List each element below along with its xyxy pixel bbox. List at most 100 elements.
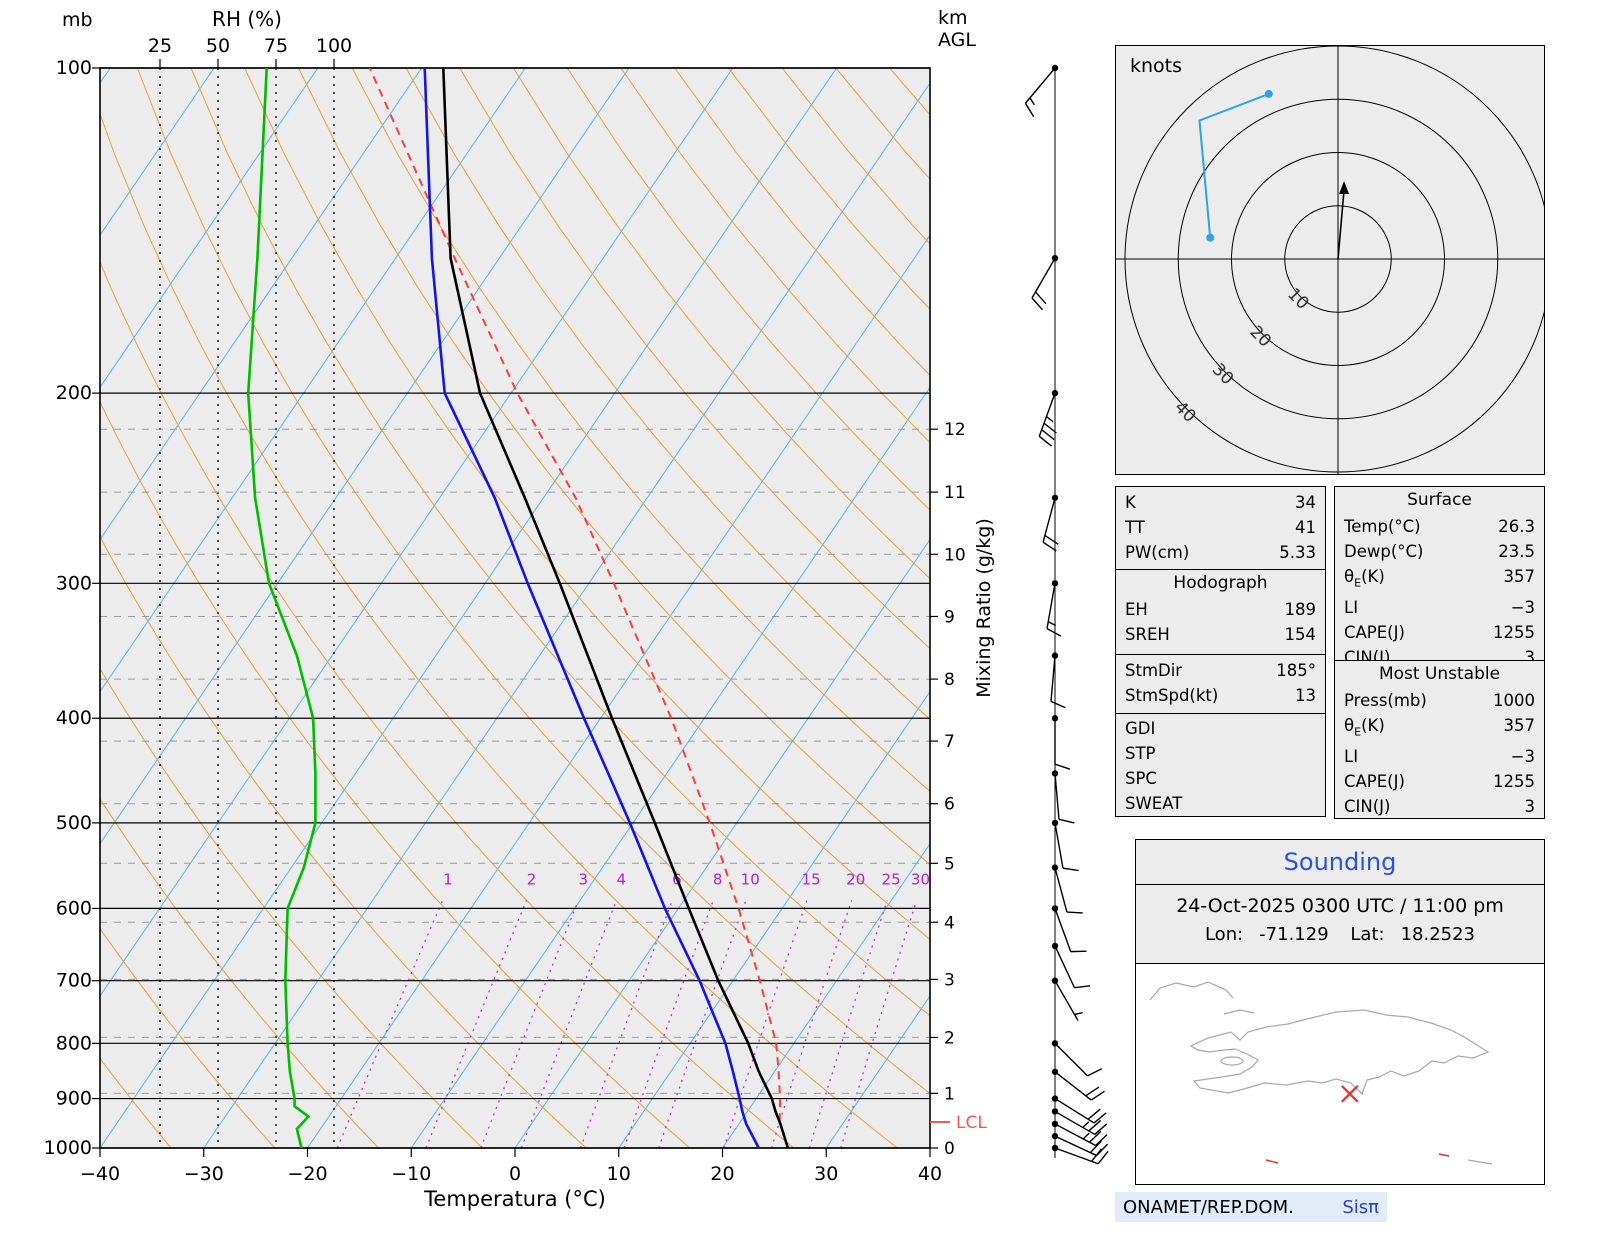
svg-text:km: km — [938, 7, 968, 29]
hodograph-unit-label: knots — [1130, 55, 1182, 77]
svg-text:3: 3 — [578, 870, 588, 888]
hodograph-endpoint-dot — [1206, 233, 1215, 242]
relative_humidity-trace — [246, 68, 317, 1148]
lat-value: 18.2523 — [1400, 924, 1476, 945]
svg-text:20: 20 — [710, 1163, 734, 1185]
svg-text:30: 30 — [814, 1163, 838, 1185]
system-label: Sisπ — [1342, 1196, 1379, 1218]
stat-row: StmSpd(kt) 13 — [1125, 686, 1316, 705]
svg-text:30: 30 — [1208, 360, 1237, 389]
stat-row: SREH 154 — [1125, 625, 1316, 644]
wind-barb-column — [1024, 64, 1109, 1165]
surface-box: Surface Temp(°C) 26.3 Dewp(°C) 23.5 θE(K) 357… — [1334, 486, 1545, 661]
svg-text:LCL: LCL — [956, 1113, 987, 1133]
stat-row: EH 189 — [1125, 600, 1316, 619]
svg-text:200: 200 — [56, 382, 92, 404]
svg-text:5: 5 — [944, 854, 955, 874]
stat-row: K 34 — [1125, 493, 1316, 512]
lat-label: Lat: — [1350, 924, 1385, 945]
storm-motion-arrowhead — [1339, 181, 1350, 195]
plot-background — [100, 68, 930, 1148]
hodograph-ring-labels: 10 20 30 40 — [1170, 284, 1312, 426]
stat-row: SWEAT — [1125, 794, 1183, 813]
svg-text:20: 20 — [846, 870, 865, 888]
svg-text:0: 0 — [944, 1139, 955, 1159]
parcel-trace — [368, 68, 789, 1148]
svg-text:40: 40 — [1170, 397, 1199, 426]
agency-label: ONAMET/REP.DOM. — [1123, 1196, 1294, 1218]
stat-row: LI −3 — [1344, 747, 1535, 767]
svg-text:15: 15 — [802, 870, 821, 888]
tortuga-island — [1223, 1009, 1255, 1015]
svg-text:10: 10 — [1283, 284, 1312, 313]
stats-column-left: K 34 TT 41 PW(cm) 5.33 Hodograph EH 189 SREH 154… — [1115, 486, 1326, 817]
svg-text:4: 4 — [617, 870, 627, 888]
stats-panels: K 34 TT 41 PW(cm) 5.33 Hodograph EH 189 SREH 154… — [1115, 486, 1545, 819]
svg-text:mb: mb — [62, 9, 93, 31]
svg-text:1000: 1000 — [44, 1137, 92, 1159]
sounding-datetime: 24-Oct-2025 0300 UTC / 11:00 pm — [1176, 895, 1504, 917]
hodograph-panel: 10 20 30 40 knots — [1115, 45, 1552, 475]
svg-text:−30: −30 — [184, 1163, 224, 1185]
svg-text:11: 11 — [944, 483, 966, 503]
svg-text:700: 700 — [56, 970, 92, 992]
isotherm-lines — [100, 68, 930, 1148]
mixing-ratio-lines — [336, 900, 918, 1148]
svg-text:10: 10 — [944, 545, 966, 565]
svg-text:Mixing Ratio (g/kg): Mixing Ratio (g/kg) — [973, 518, 995, 698]
storm-motion-vector — [1337, 189, 1345, 260]
indices-box: K 34 TT 41 PW(cm) 5.33 — [1115, 486, 1326, 570]
svg-text:3: 3 — [944, 970, 955, 990]
stat-row: Press(mb) 1000 — [1344, 691, 1535, 710]
northern-cays-coastline — [1149, 981, 1234, 1001]
most-unstable-box: Most Unstable Press(mb) 1000 θE(K) 357 LI −3 C… — [1334, 660, 1545, 819]
dewpoint-trace — [423, 68, 760, 1148]
svg-text:−10: −10 — [391, 1163, 431, 1185]
svg-text:30: 30 — [911, 870, 930, 888]
svg-text:300: 300 — [56, 572, 92, 594]
svg-text:40: 40 — [918, 1163, 942, 1185]
map-fragment — [1467, 1159, 1493, 1165]
stat-row: TT 41 — [1125, 518, 1316, 537]
svg-text:8: 8 — [944, 670, 955, 690]
hispaniola-coastline — [1189, 1009, 1490, 1096]
hodograph-endpoint-dot — [1264, 89, 1273, 98]
svg-text:900: 900 — [56, 1088, 92, 1110]
svg-text:10: 10 — [741, 870, 760, 888]
stat-row: PW(cm) 5.33 — [1125, 543, 1316, 562]
stat-row: CAPE(J) 1255 — [1344, 772, 1535, 792]
stat-row: StmDir 185° — [1125, 661, 1316, 680]
stat-row: Dewp(°C) 23.5 — [1344, 542, 1535, 561]
svg-text:800: 800 — [56, 1032, 92, 1054]
svg-text:75: 75 — [264, 35, 288, 57]
stat-row: Temp(°C) 26.3 — [1344, 517, 1535, 536]
svg-text:100: 100 — [316, 35, 352, 57]
stat-row: CIN(J) 3 — [1344, 797, 1535, 817]
map-svg — [1149, 981, 1493, 1165]
svg-text:2: 2 — [944, 1028, 955, 1048]
sounding-title: Sounding — [1135, 839, 1545, 885]
svg-text:AGL: AGL — [938, 29, 976, 51]
hodograph-stats-box: Hodograph EH 189 SREH 154 — [1115, 569, 1326, 655]
map-red-mark — [1265, 1159, 1279, 1164]
most-unstable-box-title: Most Unstable — [1378, 664, 1501, 684]
sounding-info: 24-Oct-2025 0300 UTC / 11:00 pm Lon: -71.… — [1135, 884, 1545, 964]
surface-box-title: Surface — [1407, 490, 1472, 510]
hodograph-box-title: Hodograph — [1173, 573, 1268, 593]
svg-text:9: 9 — [944, 607, 955, 627]
svg-text:1: 1 — [443, 870, 453, 888]
sounding-panel: Sounding 24-Oct-2025 0300 UTC / 11:00 pm… — [1135, 839, 1545, 1185]
hodograph-rings — [1124, 45, 1552, 473]
svg-text:1: 1 — [944, 1084, 955, 1104]
svg-text:20: 20 — [1246, 322, 1275, 351]
gonave-island — [1220, 1056, 1244, 1066]
mixing-ratio-labels: 1 2 3 4 6 8 10 15 20 25 30 — [443, 870, 930, 888]
hodograph-chart: 10 20 30 40 knots — [1116, 45, 1552, 474]
svg-text:25: 25 — [882, 870, 901, 888]
sounding-location: Lon: -71.129 Lat: 18.2523 — [1136, 921, 1544, 949]
svg-text:400: 400 — [56, 707, 92, 729]
svg-text:12: 12 — [944, 420, 966, 440]
stat-row: θE(K) 357 — [1344, 567, 1535, 590]
